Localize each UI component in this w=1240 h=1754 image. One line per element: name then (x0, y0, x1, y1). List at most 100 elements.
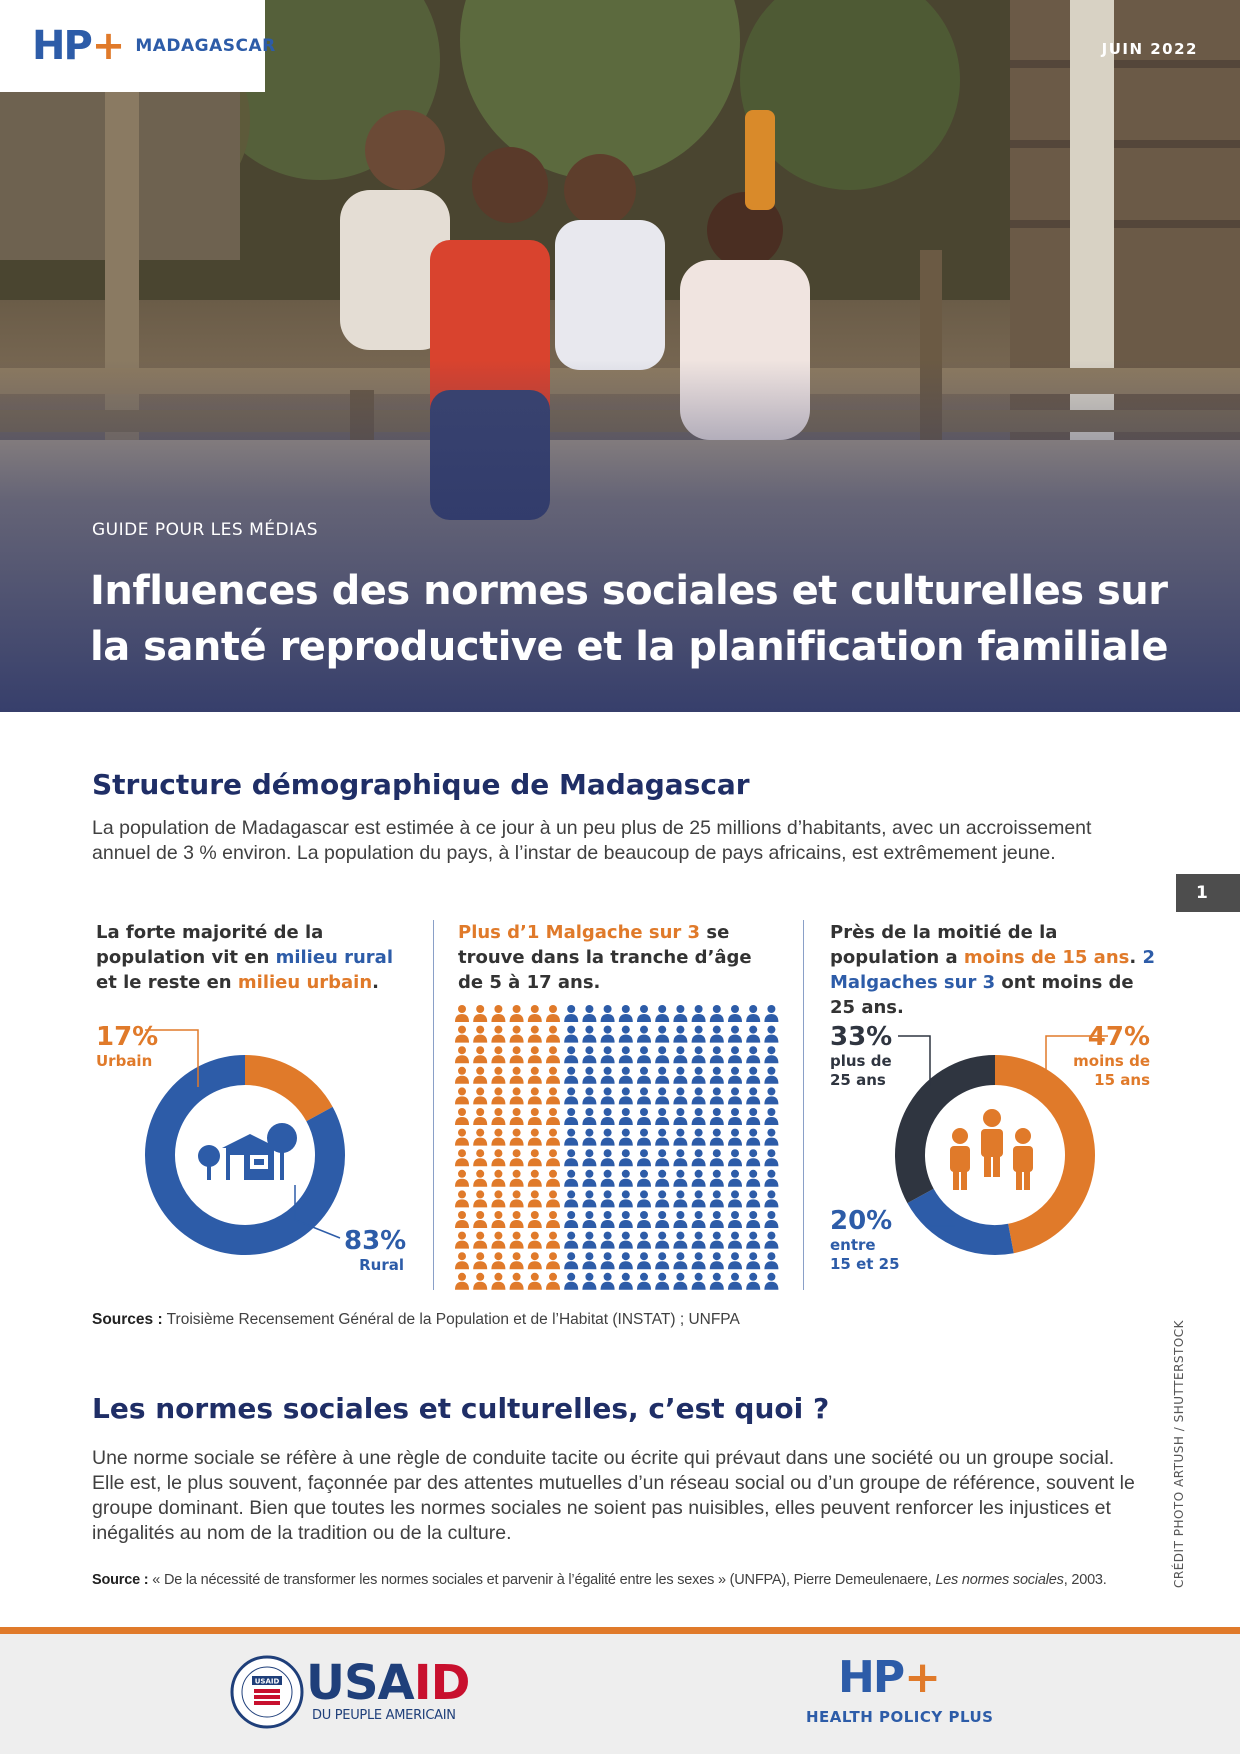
stat-urban-value: 17% (96, 1022, 159, 1052)
usaid-tagline: DU PEUPLE AMERICAIN (312, 1708, 456, 1723)
person-icon (764, 1211, 779, 1228)
person-icon (546, 1046, 560, 1064)
person-icon (473, 1108, 488, 1125)
person-icon (691, 1190, 706, 1208)
donut-slice-moins-de-15-ans (994, 1055, 1095, 1254)
logo-country: MADAGASCAR (135, 36, 276, 56)
donut-slices (895, 1055, 1095, 1255)
person-icon (564, 1066, 579, 1084)
person-icon (582, 1046, 597, 1064)
person-icon (564, 1046, 579, 1064)
person-icon (618, 1128, 633, 1146)
person-icon (564, 1025, 579, 1043)
person-icon (527, 1231, 542, 1249)
person-icon (473, 1272, 488, 1290)
person-icon (709, 1025, 724, 1043)
source-text: « De la nécessité de transformer les nor… (148, 1572, 936, 1588)
person-icon (618, 1190, 633, 1208)
person-icon (673, 1087, 688, 1105)
person-icon (764, 1128, 779, 1146)
person-icon (509, 1025, 524, 1043)
title-line-1: Influences des normes sociales et cultur… (90, 568, 1168, 614)
section-body-norms: Une norme sociale se réfère à une règle … (92, 1447, 1135, 1544)
person-icon (709, 1149, 724, 1167)
person-icon (582, 1087, 597, 1105)
person-icon (709, 1087, 724, 1105)
person-icon (728, 1149, 742, 1167)
person-icon (582, 1128, 597, 1146)
person-icon (455, 1046, 469, 1064)
person-icon (455, 1211, 469, 1228)
person-icon (582, 1108, 597, 1125)
person-icon (455, 1066, 469, 1084)
person-icon (509, 1087, 524, 1105)
person-icon (582, 1231, 597, 1249)
stat-15-25-label-1: entre (830, 1236, 876, 1254)
person-icon (527, 1025, 542, 1043)
person-icon (673, 1108, 688, 1125)
text-fragment: Près de la moitié de la population a (830, 922, 1058, 968)
page-title: Influences des normes sociales et cultur… (90, 563, 1170, 675)
person-icon (691, 1025, 706, 1043)
person-icon (709, 1128, 724, 1146)
person-icon (746, 1252, 761, 1270)
person-icon (764, 1169, 779, 1187)
usaid-seal-icon: USAID (230, 1655, 304, 1729)
person-icon (600, 1211, 615, 1228)
person-icon (709, 1190, 724, 1208)
person-icon (709, 1211, 724, 1228)
person-icon (618, 1108, 633, 1125)
donut-slice-plus-de-25-ans (895, 1055, 996, 1204)
person-icon (728, 1169, 742, 1187)
person-icon (691, 1066, 706, 1084)
person-icon (691, 1005, 706, 1022)
callout-line-rural (294, 1185, 341, 1239)
person-icon (509, 1169, 524, 1187)
source-label: Source : (92, 1572, 149, 1588)
person-icon (691, 1169, 706, 1187)
stat-over-25-value: 33% (830, 1022, 893, 1052)
person-icon (673, 1046, 688, 1064)
person-icon (728, 1005, 742, 1022)
person-icon (746, 1046, 761, 1064)
person-icon (527, 1211, 542, 1228)
person-icon (728, 1272, 742, 1290)
person-icon (564, 1005, 579, 1022)
person-icon (709, 1169, 724, 1187)
hero-gradient-overlay (0, 360, 1240, 712)
footer (0, 1634, 1240, 1754)
person-icon (746, 1087, 761, 1105)
person-icon (509, 1272, 524, 1290)
person-icon (491, 1128, 506, 1146)
person-icon (546, 1149, 560, 1167)
person-icon (728, 1190, 742, 1208)
column-divider (433, 920, 434, 1290)
person-icon (655, 1128, 670, 1146)
donut-slice-rural (145, 1055, 345, 1255)
person-icon (728, 1211, 742, 1228)
donut-chart-rural-urban (145, 1055, 345, 1255)
usaid-logo-main: USA (306, 1655, 415, 1711)
person-icon (509, 1046, 524, 1064)
person-icon (637, 1087, 651, 1105)
person-icon (546, 1025, 560, 1043)
person-icon (527, 1272, 542, 1290)
person-icon (527, 1128, 542, 1146)
person-icon (691, 1211, 706, 1228)
person-icon (564, 1128, 579, 1146)
person-icon (527, 1066, 542, 1084)
person-icon (564, 1252, 579, 1270)
person-icon (564, 1190, 579, 1208)
person-icon (564, 1272, 579, 1290)
person-icon (527, 1169, 542, 1187)
person-icon (491, 1149, 506, 1167)
person-icon (764, 1025, 779, 1043)
person-icon (491, 1272, 506, 1290)
person-icon (673, 1025, 688, 1043)
person-icon (564, 1087, 579, 1105)
person-icon (618, 1025, 633, 1043)
person-icon (546, 1128, 560, 1146)
person-icon (600, 1128, 615, 1146)
stat-15-25-label-2: 15 et 25 (830, 1255, 900, 1273)
source-title: Les normes sociales (935, 1572, 1064, 1588)
